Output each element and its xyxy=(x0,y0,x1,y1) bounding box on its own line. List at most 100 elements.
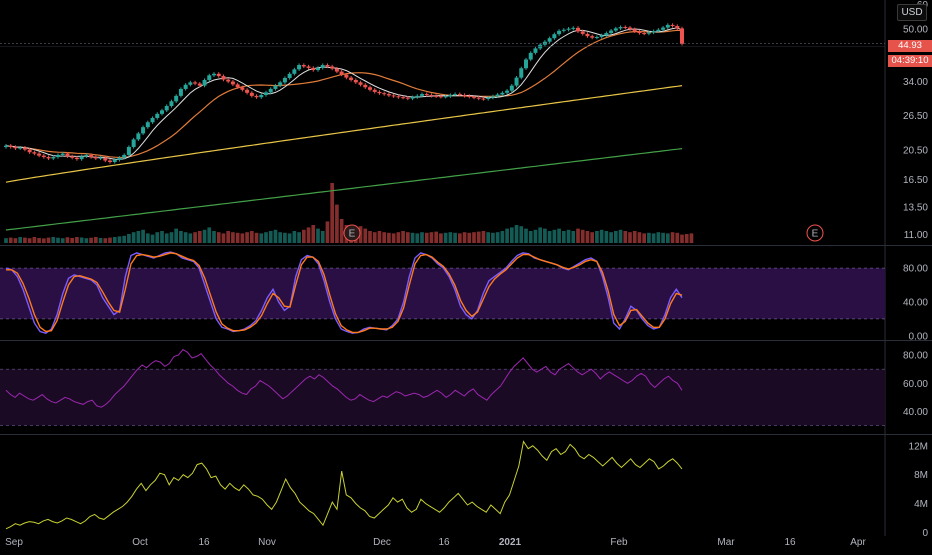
candle-body xyxy=(429,94,434,96)
volume-bar xyxy=(278,232,283,243)
volume-bar xyxy=(164,233,169,243)
volume-bar xyxy=(136,231,141,243)
candle-body xyxy=(661,27,666,30)
candle-body xyxy=(56,154,60,158)
stochastic-tick-label: 80.00 xyxy=(903,264,928,275)
candle-body xyxy=(93,157,98,159)
volume-bar xyxy=(623,231,628,243)
volume-bar xyxy=(79,237,84,243)
candle-body xyxy=(457,94,462,96)
candle-body xyxy=(330,66,335,69)
volume-bar xyxy=(70,237,75,243)
volume-bar xyxy=(505,228,509,243)
candle-body xyxy=(542,41,547,45)
volume-bar xyxy=(500,231,505,243)
time-axis-label: 2021 xyxy=(499,537,522,548)
price-tick-label: 16.50 xyxy=(903,175,928,186)
candle-body xyxy=(65,153,70,157)
candle-body xyxy=(415,95,420,98)
time-axis-label: 16 xyxy=(198,537,210,548)
volume-bar xyxy=(618,229,623,243)
volume-bar xyxy=(226,231,231,243)
candle-body xyxy=(490,96,495,98)
rsi-tick-label: 40.00 xyxy=(903,407,928,418)
volume-bar xyxy=(283,232,287,243)
candle-body xyxy=(325,65,330,67)
candle-body xyxy=(169,101,174,106)
candle-body xyxy=(396,96,401,98)
candle-body xyxy=(476,97,481,99)
candle-body xyxy=(278,82,283,86)
candle-body xyxy=(424,94,429,96)
candle-body xyxy=(297,65,302,70)
rsi-tick-label: 60.00 xyxy=(903,379,928,390)
candle-body xyxy=(131,139,136,147)
candle-body xyxy=(226,79,231,82)
volume-bar xyxy=(628,232,632,243)
volume-bar xyxy=(193,232,197,243)
volume-bar xyxy=(297,232,301,243)
candle-body xyxy=(462,94,467,96)
currency-label[interactable]: USD xyxy=(897,4,927,21)
candle-body xyxy=(32,152,37,154)
volume-bar xyxy=(509,227,514,243)
candle-body xyxy=(155,113,160,118)
volume-bar xyxy=(647,232,651,243)
candle-body xyxy=(245,89,250,93)
candle-body xyxy=(604,33,609,36)
indicator-tick-label: 0 xyxy=(922,528,928,539)
time-axis-label: Mar xyxy=(717,537,735,548)
candle-body xyxy=(481,98,486,100)
stochastic-tick-label: 0.00 xyxy=(909,331,929,342)
candle-body xyxy=(410,97,415,99)
candle-body xyxy=(448,94,453,97)
indicator-tick-label: 4M xyxy=(914,499,928,510)
stochastic-d-line xyxy=(6,252,683,334)
volume-bar xyxy=(415,233,420,243)
candle-body xyxy=(344,74,349,78)
volume-bar xyxy=(661,232,665,243)
volume-bar xyxy=(543,228,547,243)
candle-body xyxy=(646,32,651,34)
price-tick-label: 11.00 xyxy=(904,230,929,241)
candle-body xyxy=(486,97,491,100)
volume-bar xyxy=(287,233,292,243)
candle-body xyxy=(585,33,590,37)
volume-bar xyxy=(533,229,538,243)
candle-body xyxy=(197,83,202,86)
volume-bar xyxy=(585,231,590,243)
volume-bar xyxy=(155,232,160,243)
volume-bar xyxy=(188,233,193,243)
candle-body xyxy=(514,77,519,86)
candle-body xyxy=(207,75,212,80)
volume-bar xyxy=(212,231,216,243)
volume-bar xyxy=(301,229,306,243)
volume-bar xyxy=(231,232,235,243)
candle-body xyxy=(8,145,13,147)
volume-bar xyxy=(46,237,51,243)
candle-body xyxy=(509,85,514,91)
ma-long-line xyxy=(5,148,683,231)
candle-body xyxy=(561,29,566,31)
candle-body xyxy=(188,82,193,85)
volume-bar xyxy=(60,238,65,243)
candle-body xyxy=(500,92,505,95)
candle-body xyxy=(292,69,297,74)
volume-bar xyxy=(292,231,297,243)
earnings-marker-label: E xyxy=(349,229,356,240)
volume-bar xyxy=(84,238,89,243)
volume-bar xyxy=(254,232,259,243)
volume-bar xyxy=(675,232,680,243)
volume-bar xyxy=(576,228,580,243)
candle-body xyxy=(249,92,254,96)
volume-bar xyxy=(174,228,179,243)
time-axis-label: Oct xyxy=(132,537,148,548)
indicator-line xyxy=(5,440,683,530)
volume-bar xyxy=(486,232,491,243)
volume-bar xyxy=(453,232,457,243)
candle-body xyxy=(377,91,382,94)
price-tick-label: 26.50 xyxy=(903,111,928,122)
candle-body xyxy=(46,157,51,159)
